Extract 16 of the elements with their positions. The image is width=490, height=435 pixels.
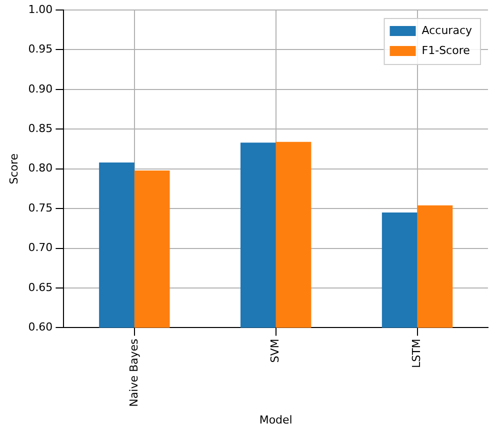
y-tick-label: 0.70: [28, 241, 53, 254]
y-tick-label: 0.75: [28, 201, 53, 214]
y-tick-label: 0.80: [28, 162, 53, 175]
x-tick-label: Naive Bayes: [127, 338, 140, 407]
y-tick-label: 0.65: [28, 280, 53, 294]
y-tick-label: 0.95: [28, 42, 53, 56]
y-tick-label: 0.90: [28, 82, 53, 96]
y-tick-label: 0.60: [28, 320, 53, 334]
x-axis-title: Model: [259, 413, 292, 426]
x-tick-label: SVM: [268, 338, 282, 363]
y-axis-title: Score: [7, 153, 20, 184]
legend-label: F1-Score: [422, 44, 470, 57]
y-tick-label: 1.00: [28, 2, 53, 16]
legend-label: Accuracy: [422, 24, 472, 37]
y-tick-label: 0.85: [28, 122, 53, 135]
x-tick-label: LSTM: [410, 338, 424, 368]
